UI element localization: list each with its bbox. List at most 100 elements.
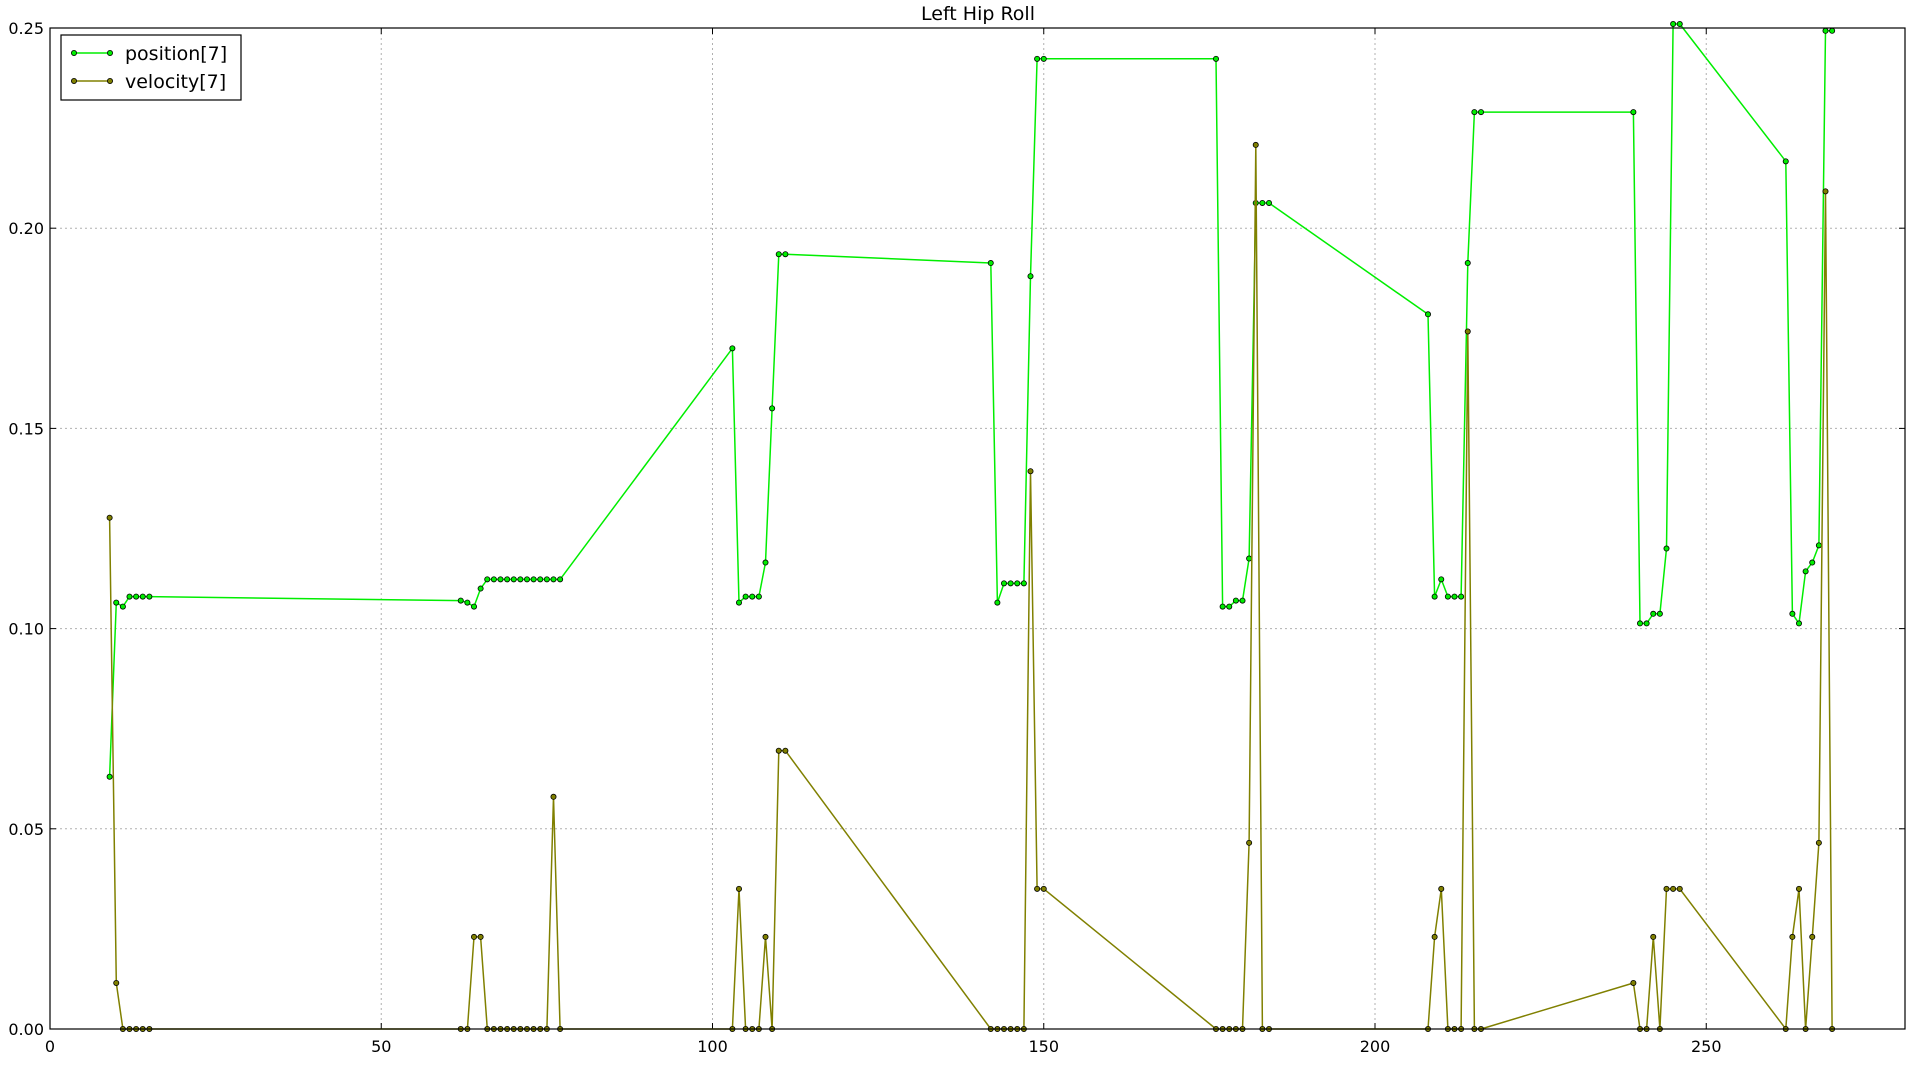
y-tick-label: 0.05 — [8, 820, 44, 839]
data-point — [1478, 109, 1485, 116]
chart-title: Left Hip Roll — [921, 3, 1035, 25]
grid — [50, 28, 1905, 1029]
data-point — [510, 576, 517, 583]
data-point — [1630, 109, 1637, 116]
data-point — [1637, 620, 1644, 627]
data-point — [1650, 933, 1657, 940]
data-point — [1431, 593, 1438, 600]
series-velocity — [106, 141, 1836, 1033]
data-point — [762, 933, 769, 940]
data-point — [537, 576, 544, 583]
data-point — [1782, 158, 1789, 165]
y-tick-label: 0.15 — [8, 419, 44, 438]
data-point — [775, 747, 782, 754]
data-point — [550, 576, 557, 583]
data-point — [550, 793, 557, 800]
data-point — [1232, 597, 1239, 604]
y-tick-label: 0.00 — [8, 1020, 44, 1039]
legend-box — [60, 34, 242, 101]
data-point — [1246, 555, 1253, 562]
data-point — [1027, 273, 1034, 280]
data-point — [1663, 885, 1670, 892]
legend-label: velocity[7] — [125, 71, 226, 93]
data-point — [1789, 610, 1796, 617]
data-point — [782, 747, 789, 754]
data-point — [504, 576, 511, 583]
data-point — [749, 593, 756, 600]
data-point — [146, 593, 153, 600]
data-point — [1471, 109, 1478, 116]
data-point — [1034, 885, 1041, 892]
data-point — [1444, 593, 1451, 600]
data-point — [1643, 620, 1650, 627]
data-point — [1630, 979, 1637, 986]
data-point — [1822, 188, 1829, 195]
data-point — [464, 599, 471, 606]
data-point — [543, 576, 550, 583]
data-point — [490, 576, 497, 583]
data-point — [994, 599, 1001, 606]
data-point — [1650, 610, 1657, 617]
data-point — [1431, 933, 1438, 940]
data-point — [1219, 603, 1226, 610]
data-point — [1213, 55, 1220, 62]
data-point — [1809, 559, 1816, 566]
data-point — [557, 576, 564, 583]
data-point — [1656, 610, 1663, 617]
data-point — [530, 576, 537, 583]
legend-label: position[7] — [125, 43, 227, 65]
data-point — [1259, 199, 1266, 206]
data-point — [1663, 545, 1670, 552]
x-tick-label: 250 — [1691, 1037, 1722, 1056]
axis-ticks: 0 50 100 150 200 250 0.00 0.05 0.10 0.15 0.20 0.25 — [8, 19, 1905, 1056]
x-tick-label: 100 — [697, 1037, 728, 1056]
data-point — [1464, 328, 1471, 335]
data-point — [1226, 603, 1233, 610]
data-point — [133, 593, 140, 600]
data-point — [1815, 542, 1822, 549]
data-point — [113, 599, 120, 606]
legend: position[7] velocity[7] — [60, 34, 242, 101]
data-point — [1802, 568, 1809, 575]
data-point — [1670, 885, 1677, 892]
data-point — [1464, 260, 1471, 267]
y-tick-label: 0.25 — [8, 19, 44, 38]
legend-marker — [107, 78, 114, 85]
data-point — [126, 593, 133, 600]
data-point — [477, 933, 484, 940]
data-point — [1451, 593, 1458, 600]
data-point — [1020, 580, 1027, 587]
series-line — [108, 144, 1833, 1030]
data-point — [497, 576, 504, 583]
x-tick-label: 200 — [1360, 1037, 1391, 1056]
y-tick-label: 0.20 — [8, 219, 44, 238]
series-position — [106, 20, 1836, 780]
data-point — [1670, 20, 1677, 27]
x-tick-label: 0 — [45, 1037, 55, 1056]
data-point — [1001, 580, 1008, 587]
series-line — [108, 23, 1833, 777]
data-point — [1425, 311, 1432, 318]
data-point — [1676, 885, 1683, 892]
data-point — [987, 260, 994, 267]
data-point — [477, 585, 484, 592]
data-point — [524, 576, 531, 583]
legend-item: position[7] — [71, 43, 227, 65]
x-tick-label: 50 — [371, 1037, 391, 1056]
data-point — [782, 251, 789, 258]
data-point — [1796, 620, 1803, 627]
data-point — [1829, 27, 1836, 34]
data-point — [484, 576, 491, 583]
data-point — [1796, 885, 1803, 892]
data-point — [755, 593, 762, 600]
data-point — [1007, 580, 1014, 587]
data-point — [775, 251, 782, 258]
data-point — [1809, 933, 1816, 940]
data-point — [1815, 839, 1822, 846]
data-point — [1789, 933, 1796, 940]
legend-marker — [71, 50, 78, 57]
legend-item: velocity[7] — [71, 71, 226, 93]
data-point — [1252, 141, 1259, 148]
axes-frame — [49, 27, 1906, 1030]
